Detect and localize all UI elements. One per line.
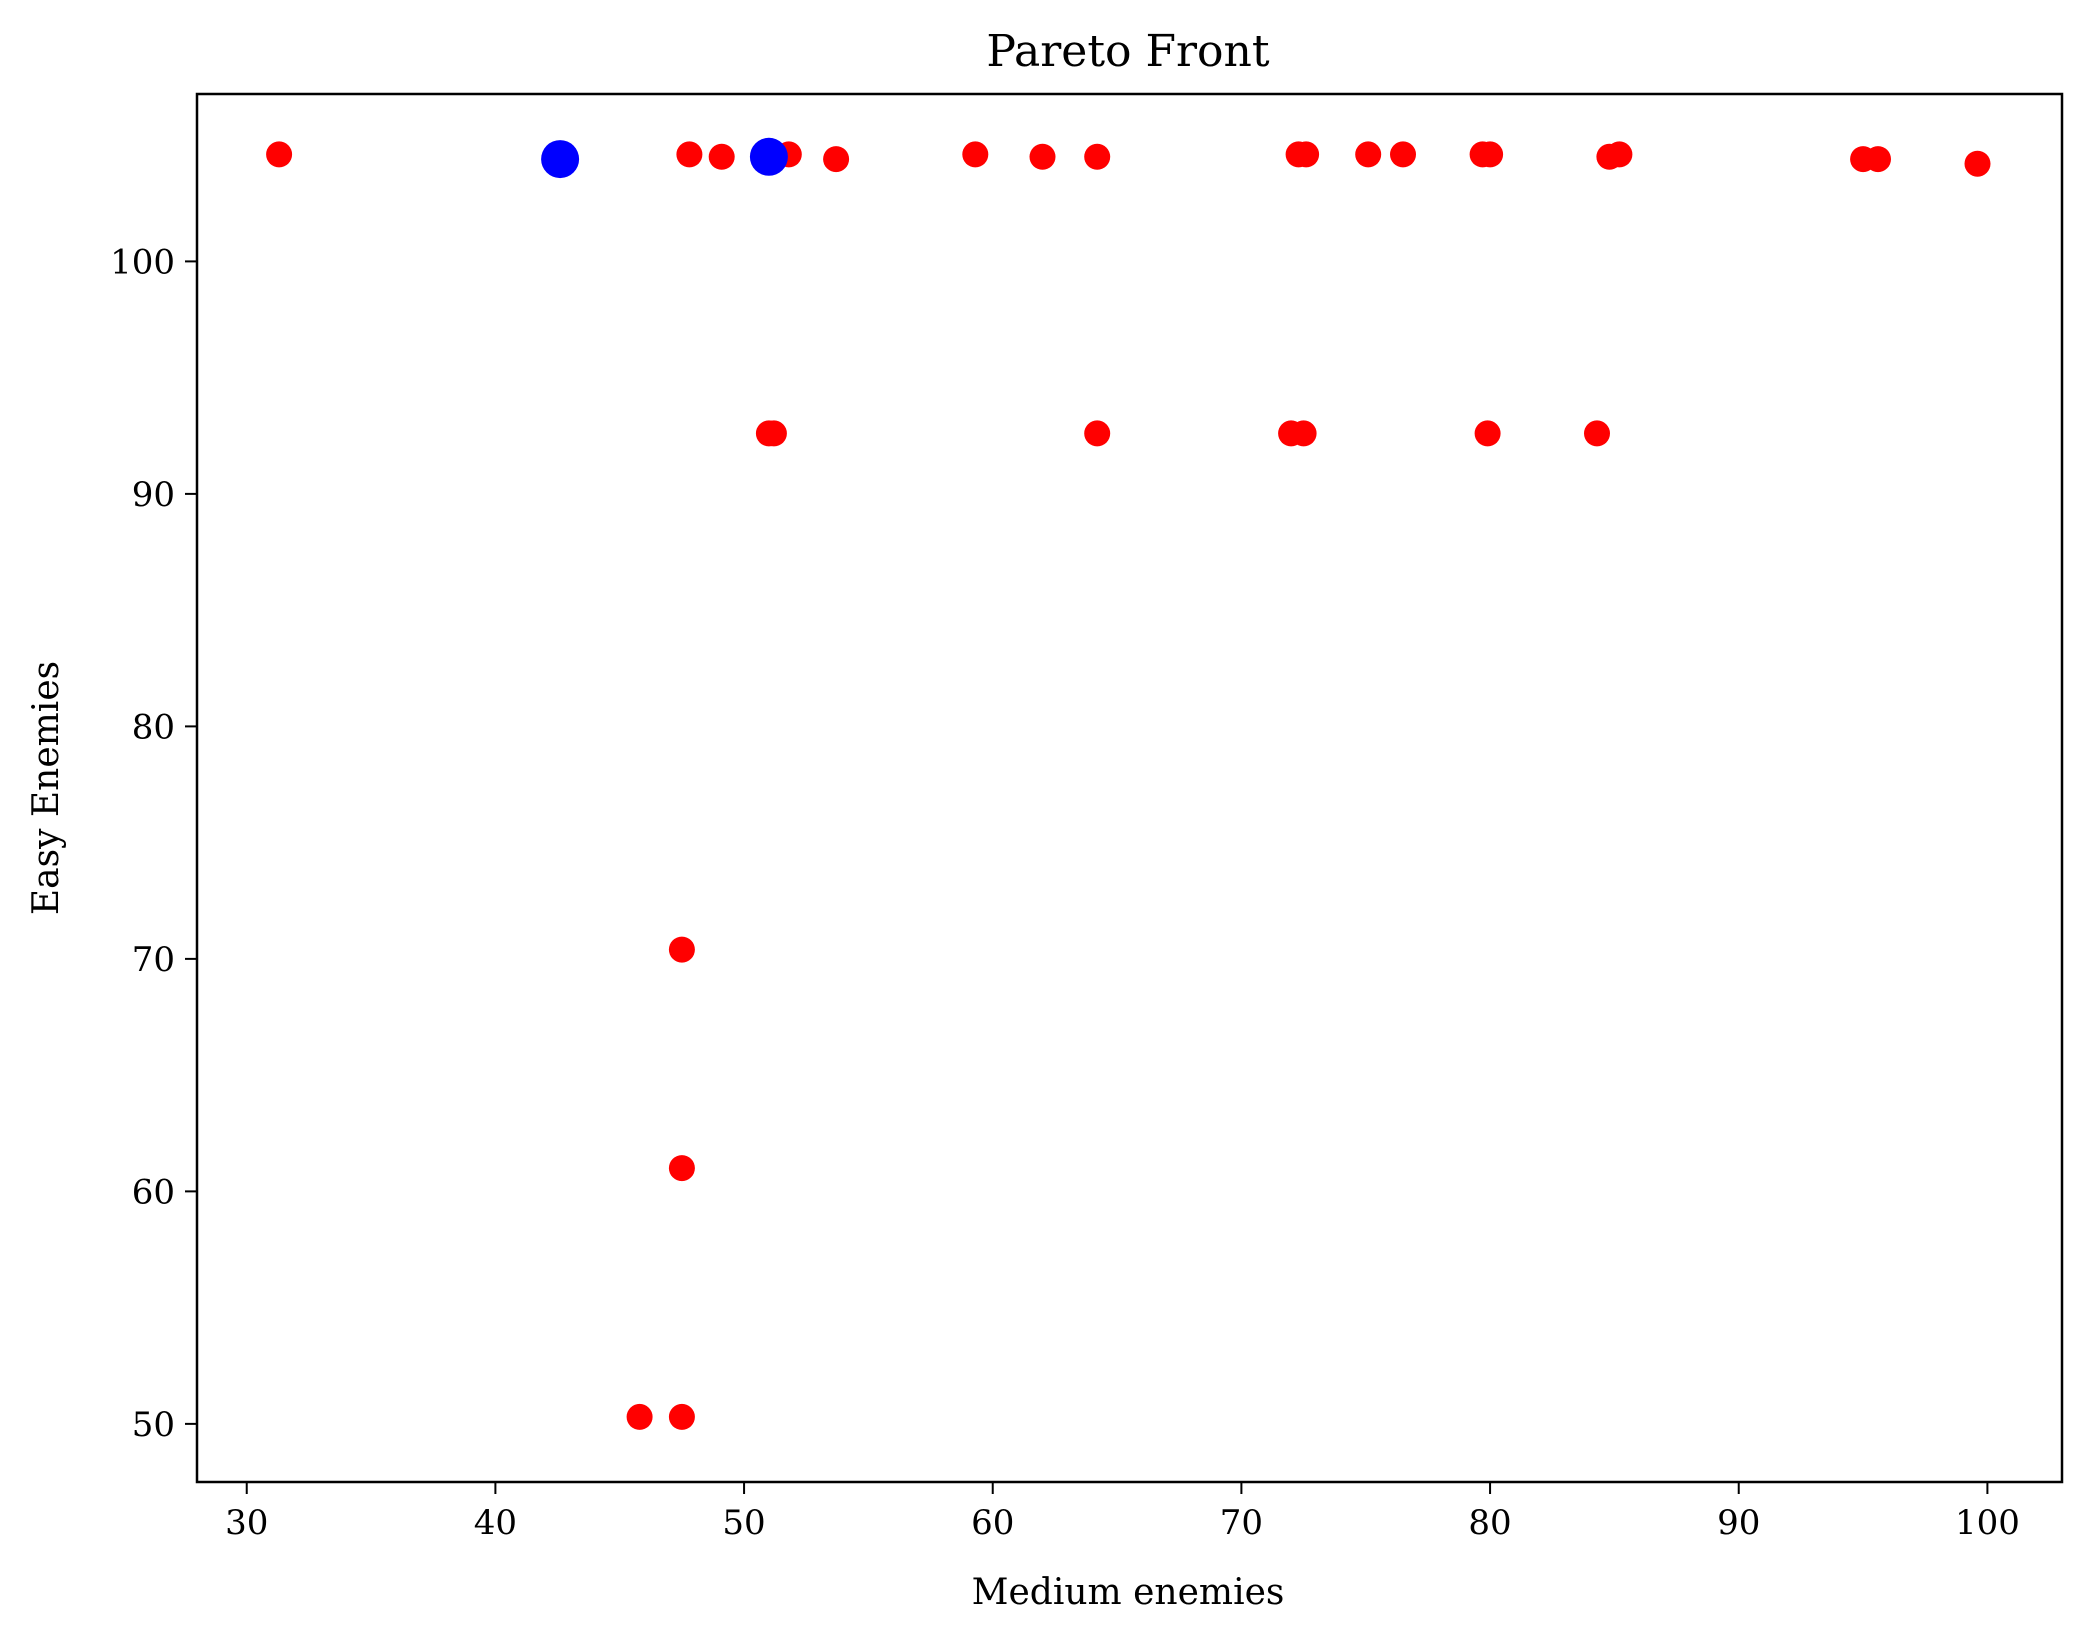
data-point [1355,141,1382,168]
data-point [749,137,788,176]
data-point [1584,420,1610,447]
data-point [962,141,989,168]
data-point [676,141,703,168]
y-tick-label: 80 [132,707,175,747]
data-point [668,936,695,963]
data-point [668,1403,695,1430]
x-tick-label: 70 [1220,1503,1263,1543]
data-point [708,143,735,170]
data-points [266,137,1991,1430]
x-tick-label: 40 [474,1503,517,1543]
data-point [541,140,580,179]
y-tick-label: 100 [110,242,175,282]
y-axis-ticks: 50 60 70 80 90 100 [110,242,197,1445]
x-axis-ticks: 30 40 50 60 70 80 90 100 [225,1482,2020,1543]
x-axis-label: Medium enemies [972,1572,1285,1613]
data-point [760,420,787,447]
data-point [823,146,850,173]
chart-title: Pareto Front [986,26,1269,77]
data-point [1084,143,1111,170]
x-tick-label: 30 [225,1503,268,1543]
data-point [1290,420,1317,447]
y-axis-label: Easy Enemies [26,661,67,915]
y-tick-label: 60 [132,1172,175,1212]
y-tick-label: 50 [132,1405,175,1445]
x-tick-label: 100 [1955,1503,2020,1543]
y-tick-label: 70 [132,940,175,980]
data-point [626,1403,653,1430]
plot-frame [195,92,2064,1484]
data-point [1865,146,1891,173]
data-point [668,1155,695,1182]
data-point [1084,420,1111,447]
x-tick-label: 60 [971,1503,1014,1543]
data-point [266,141,293,168]
y-tick-label: 90 [132,475,175,515]
data-point [1390,141,1416,168]
data-point [1293,141,1320,168]
data-point [1474,420,1501,447]
data-point [1477,141,1504,168]
x-tick-label: 50 [722,1503,765,1543]
data-point [1964,150,1991,177]
data-point [1606,141,1633,168]
x-tick-label: 80 [1468,1503,1511,1543]
data-point [1029,143,1056,170]
x-tick-label: 90 [1717,1503,1760,1543]
